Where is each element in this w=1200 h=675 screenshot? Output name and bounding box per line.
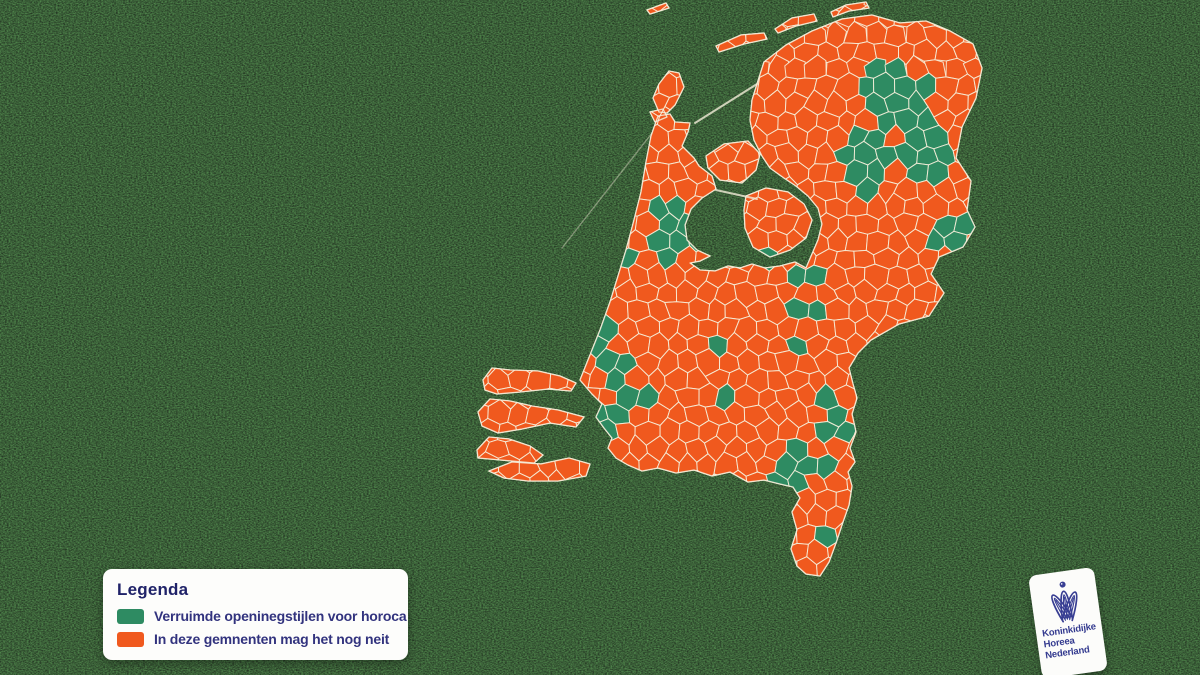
- legend-title: Legenda: [117, 580, 189, 599]
- legend-item-open-wider: Verruimde openinegstijlen voor horoca: [117, 608, 407, 624]
- khn-logo-card: Koninkidijke Horeea Nederland: [1028, 566, 1108, 675]
- legend-item-not-yet: In deze gemnenten mag het nog neit: [117, 631, 394, 647]
- municipality-cells: [477, 2, 982, 576]
- khn-logo-text: Koninkidijke Horeea Nederland: [1036, 621, 1100, 663]
- legend-label-not-yet: In deze gemnenten mag het nog neit: [154, 631, 390, 647]
- khn-crown-icon: [1047, 581, 1081, 623]
- legend-label-open-wider: Verruimde openinegstijlen voor horoca: [154, 608, 407, 624]
- legend-panel: Legenda Verruimde openinegstijlen voor h…: [103, 569, 408, 660]
- coastlines-and-dikes: [476, 1, 983, 577]
- legend-swatch-orange: [117, 631, 144, 647]
- legend-swatch-green: [117, 608, 144, 624]
